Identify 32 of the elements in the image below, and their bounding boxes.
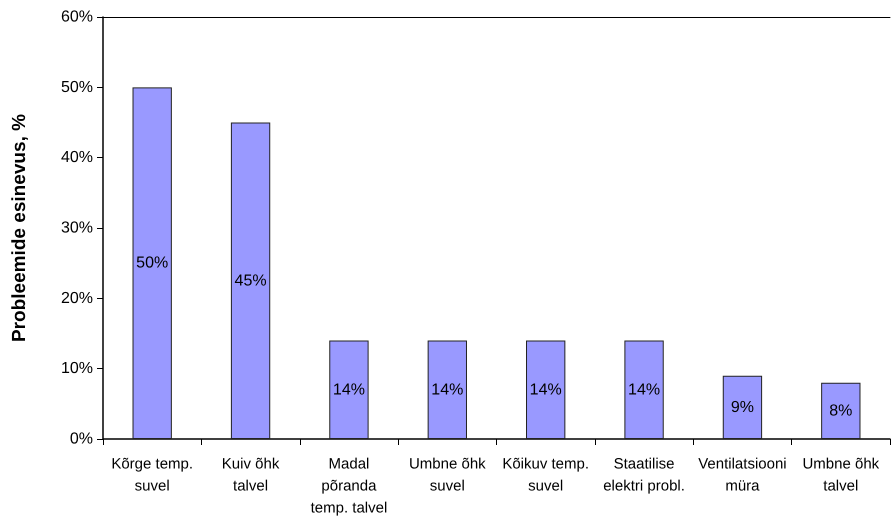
bar	[329, 340, 369, 439]
x-tick-label: Umbne õhk suvel	[408, 456, 486, 494]
data-label: 50%	[136, 254, 168, 272]
data-label: 14%	[332, 381, 365, 398]
bar	[624, 340, 664, 439]
x-tick-label: Kuiv õhk talvel	[222, 456, 280, 494]
data-label: 14%	[431, 381, 464, 398]
bar	[132, 87, 172, 439]
y-tick-label: 0%	[70, 430, 93, 448]
data-label: 8%	[829, 402, 852, 420]
x-tick-label: Staatilise elektri probl.	[603, 456, 685, 494]
y-tick-label: 40%	[60, 149, 93, 166]
bar	[230, 122, 270, 439]
bar	[821, 382, 860, 439]
y-tick-label: 60%	[60, 8, 93, 26]
x-tick-label: Madal põranda temp. talvel	[310, 456, 388, 516]
x-tick-label: Kõikuv temp. suvel	[502, 456, 590, 494]
bar	[428, 340, 467, 439]
data-label: 14%	[530, 381, 562, 398]
y-axis-title: Probleemide esinevus, %	[9, 114, 30, 342]
x-tick-label: Ventilatsiooni müra	[698, 456, 787, 494]
y-tick-label: 20%	[60, 290, 93, 307]
bar	[722, 376, 762, 439]
x-tick-label: Kõrge temp. suvel	[111, 456, 194, 494]
x-tick-label: Umbne õhk talvel	[802, 456, 880, 494]
y-tick-label: 10%	[60, 360, 93, 378]
data-label: 14%	[628, 381, 660, 398]
y-tick-label: 30%	[60, 220, 93, 236]
bar	[526, 340, 566, 439]
data-label: 9%	[730, 398, 754, 416]
data-label: 45%	[234, 272, 267, 290]
y-tick-label: 50%	[60, 78, 93, 96]
